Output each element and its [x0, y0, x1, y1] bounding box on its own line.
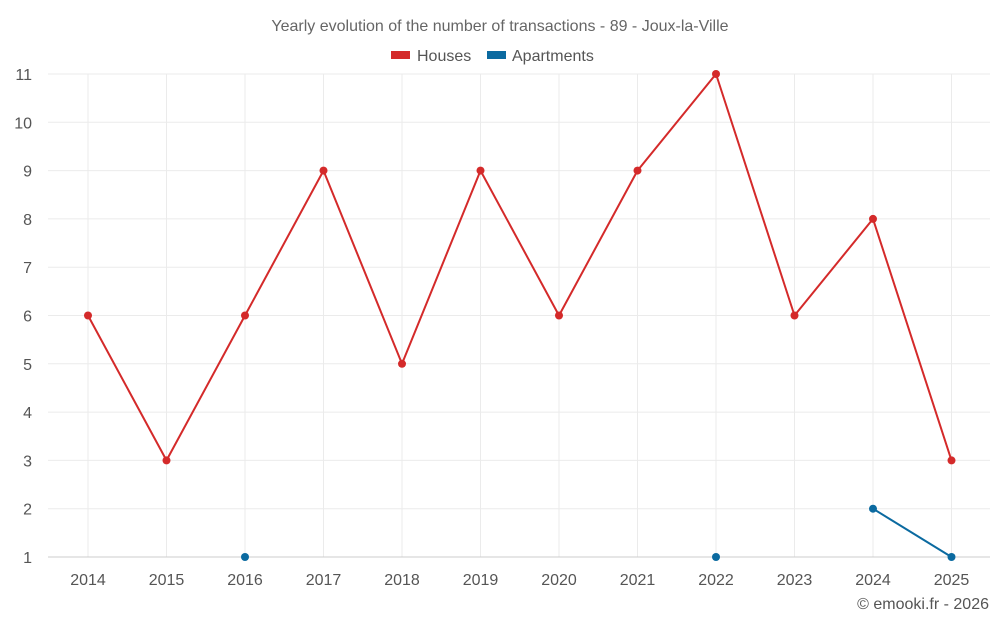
- data-point-houses[interactable]: [84, 311, 92, 320]
- data-point-houses[interactable]: [790, 311, 799, 320]
- y-tick-label: 8: [23, 212, 32, 229]
- data-point-houses[interactable]: [633, 166, 642, 175]
- x-tick-label: 2017: [306, 572, 342, 589]
- x-tick-label: 2021: [620, 572, 656, 589]
- legend-label-houses: Houses: [417, 48, 471, 65]
- data-point-houses[interactable]: [712, 70, 720, 78]
- y-tick-label: 2: [23, 502, 32, 519]
- series-layer: [84, 70, 956, 561]
- series-line-houses: [87, 73, 953, 462]
- data-point-houses[interactable]: [476, 166, 485, 175]
- data-point-houses[interactable]: [555, 311, 563, 320]
- x-tick-label: 2025: [934, 572, 970, 589]
- x-tick-label: 2023: [777, 572, 813, 589]
- y-gridlines: [48, 73, 990, 558]
- y-tick-label: 7: [23, 260, 32, 277]
- y-axis-tick-labels: 1 2 3 4 5 6 7 8 9 10 11: [14, 67, 32, 567]
- legend-swatch-apartments: [487, 51, 506, 59]
- x-tick-label: 2018: [384, 572, 420, 589]
- x-tick-label: 2022: [698, 572, 734, 589]
- x-tick-label: 2016: [227, 572, 263, 589]
- data-point-houses[interactable]: [162, 456, 171, 465]
- legend-item-houses[interactable]: Houses: [391, 48, 471, 65]
- chart-title: Yearly evolution of the number of transa…: [271, 18, 728, 35]
- data-point-houses[interactable]: [398, 359, 406, 368]
- series-line-apartments: [872, 507, 953, 558]
- x-tick-label: 2020: [541, 572, 577, 589]
- data-point-apartments[interactable]: [947, 553, 956, 561]
- x-tick-label: 2024: [855, 572, 891, 589]
- legend: Houses Apartments: [391, 48, 594, 65]
- legend-label-apartments: Apartments: [512, 48, 594, 65]
- y-tick-label: 9: [23, 164, 32, 181]
- legend-item-apartments[interactable]: Apartments: [487, 48, 594, 65]
- y-tick-label: 6: [23, 309, 32, 326]
- legend-swatch-houses: [391, 51, 410, 59]
- y-tick-label: 10: [14, 115, 32, 132]
- data-point-houses[interactable]: [869, 214, 877, 223]
- x-tick-label: 2015: [149, 572, 185, 589]
- y-tick-label: 4: [23, 405, 32, 422]
- credit-text: © emooki.fr - 2026: [857, 596, 989, 613]
- y-tick-label: 11: [15, 67, 32, 84]
- series-apartments: [241, 504, 956, 561]
- x-tick-label: 2019: [463, 572, 499, 589]
- data-point-houses[interactable]: [947, 456, 956, 465]
- series-houses: [84, 70, 956, 465]
- y-tick-label: 1: [23, 550, 32, 567]
- data-point-houses[interactable]: [319, 166, 328, 175]
- data-point-apartments[interactable]: [241, 553, 249, 561]
- data-point-houses[interactable]: [241, 311, 249, 320]
- data-point-apartments[interactable]: [869, 504, 877, 513]
- y-tick-label: 3: [23, 453, 32, 470]
- x-tick-label: 2014: [70, 572, 106, 589]
- data-point-apartments[interactable]: [712, 553, 720, 561]
- x-axis-tick-labels: 2014 2015 2016 2017 2018 2019 2020 2021 2022 2023…: [70, 572, 969, 589]
- y-tick-label: 5: [23, 357, 32, 374]
